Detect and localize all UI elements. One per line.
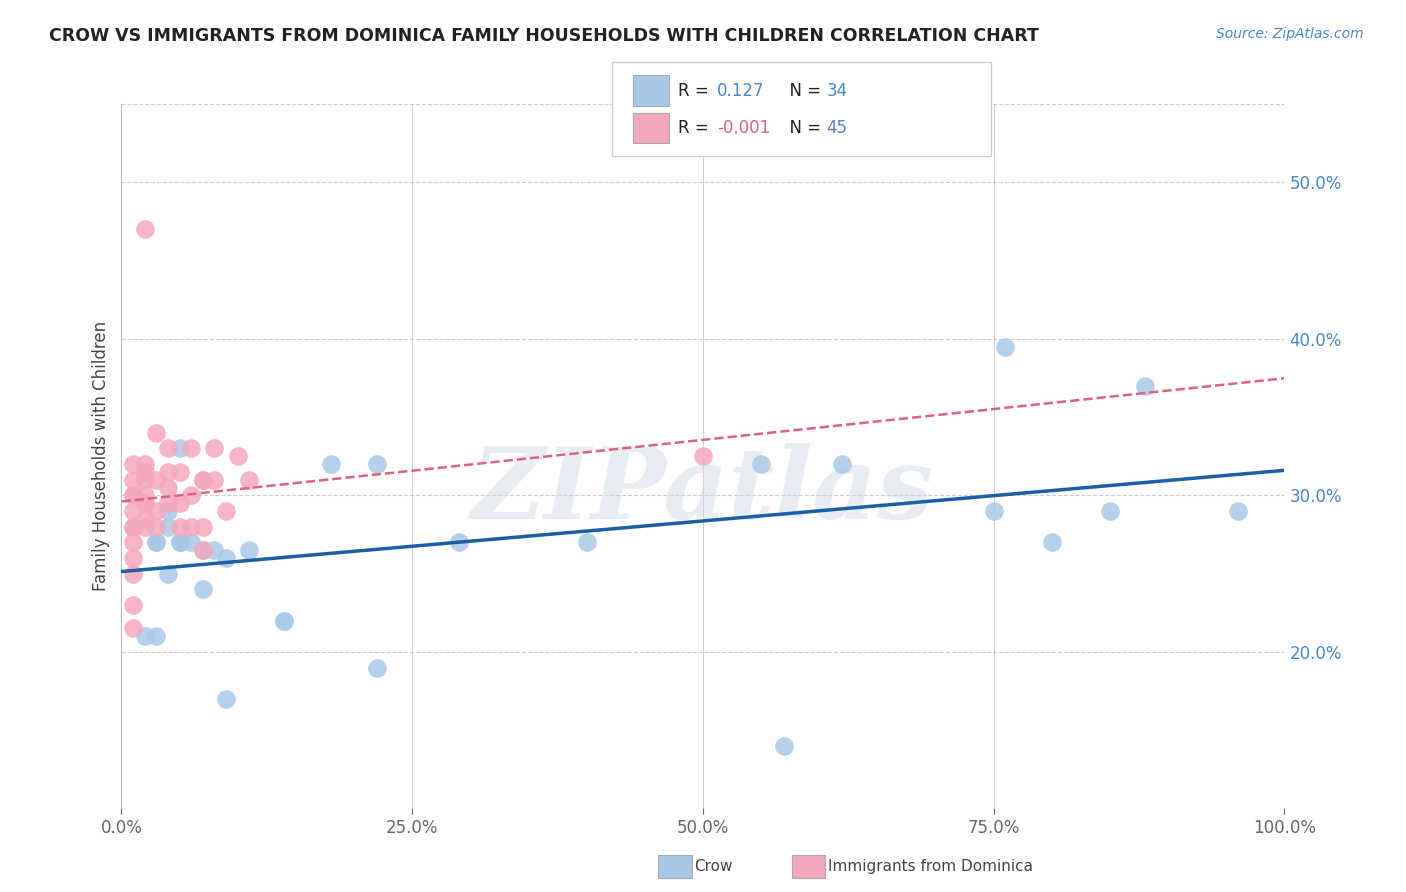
Point: [156, 481, 179, 495]
Point: [191, 473, 214, 487]
Text: Immigrants from Dominica: Immigrants from Dominica: [828, 859, 1033, 873]
Text: N =: N =: [779, 119, 827, 136]
Point: [575, 535, 598, 549]
Point: [238, 543, 260, 558]
Text: Source: ZipAtlas.com: Source: ZipAtlas.com: [1216, 27, 1364, 41]
Point: [1040, 535, 1063, 549]
Text: Crow: Crow: [695, 859, 733, 873]
Point: [366, 457, 388, 471]
Point: [122, 457, 145, 471]
Point: [122, 488, 145, 502]
Point: [134, 222, 156, 236]
Point: [145, 629, 167, 643]
Point: [134, 629, 156, 643]
Point: [145, 504, 167, 518]
Point: [169, 535, 191, 549]
Point: [169, 520, 191, 534]
Point: [145, 425, 167, 440]
Point: [1226, 504, 1249, 518]
Point: [122, 473, 145, 487]
Point: [122, 520, 145, 534]
Point: [145, 473, 167, 487]
Text: ZIPatlas: ZIPatlas: [472, 443, 934, 540]
Text: -0.001: -0.001: [717, 119, 770, 136]
Point: [134, 520, 156, 534]
Point: [156, 566, 179, 581]
Point: [191, 520, 214, 534]
Point: [122, 535, 145, 549]
Point: [1098, 504, 1121, 518]
Point: [134, 465, 156, 479]
Point: [122, 566, 145, 581]
Point: [145, 520, 167, 534]
Point: [180, 535, 202, 549]
Point: [773, 739, 796, 753]
Point: [191, 543, 214, 558]
Point: [122, 520, 145, 534]
Point: [983, 504, 1005, 518]
Point: [180, 488, 202, 502]
Point: [191, 582, 214, 597]
Text: N =: N =: [779, 82, 827, 100]
Point: [191, 473, 214, 487]
Point: [122, 504, 145, 518]
Text: 45: 45: [827, 119, 848, 136]
Point: [156, 442, 179, 456]
Point: [169, 442, 191, 456]
Point: [156, 520, 179, 534]
Point: [180, 520, 202, 534]
Point: [273, 614, 295, 628]
Point: [122, 598, 145, 612]
Point: [226, 450, 249, 464]
Point: [169, 465, 191, 479]
Point: [204, 543, 226, 558]
Point: [134, 496, 156, 510]
Point: [994, 340, 1017, 354]
Point: [134, 496, 156, 510]
Point: [1133, 379, 1156, 393]
Point: [156, 496, 179, 510]
Point: [191, 543, 214, 558]
Text: R =: R =: [678, 119, 714, 136]
Point: [145, 535, 167, 549]
Point: [122, 551, 145, 566]
Point: [238, 473, 260, 487]
Text: CROW VS IMMIGRANTS FROM DOMINICA FAMILY HOUSEHOLDS WITH CHILDREN CORRELATION CHA: CROW VS IMMIGRANTS FROM DOMINICA FAMILY …: [49, 27, 1039, 45]
Point: [169, 496, 191, 510]
Point: [366, 660, 388, 674]
Point: [319, 457, 342, 471]
Text: R =: R =: [678, 82, 714, 100]
Point: [447, 535, 470, 549]
Point: [215, 692, 238, 706]
Point: [122, 488, 145, 502]
Text: 34: 34: [827, 82, 848, 100]
Point: [204, 442, 226, 456]
Text: 0.127: 0.127: [717, 82, 765, 100]
Point: [215, 551, 238, 566]
Point: [169, 535, 191, 549]
Point: [134, 457, 156, 471]
Point: [156, 504, 179, 518]
Point: [749, 457, 772, 471]
Point: [831, 457, 853, 471]
Point: [145, 535, 167, 549]
Point: [215, 504, 238, 518]
Point: [134, 512, 156, 526]
Point: [122, 622, 145, 636]
Point: [692, 450, 714, 464]
Point: [273, 614, 295, 628]
Point: [134, 473, 156, 487]
Point: [180, 442, 202, 456]
Point: [204, 473, 226, 487]
Y-axis label: Family Households with Children: Family Households with Children: [93, 321, 110, 591]
Point: [156, 465, 179, 479]
Point: [169, 535, 191, 549]
Point: [134, 488, 156, 502]
